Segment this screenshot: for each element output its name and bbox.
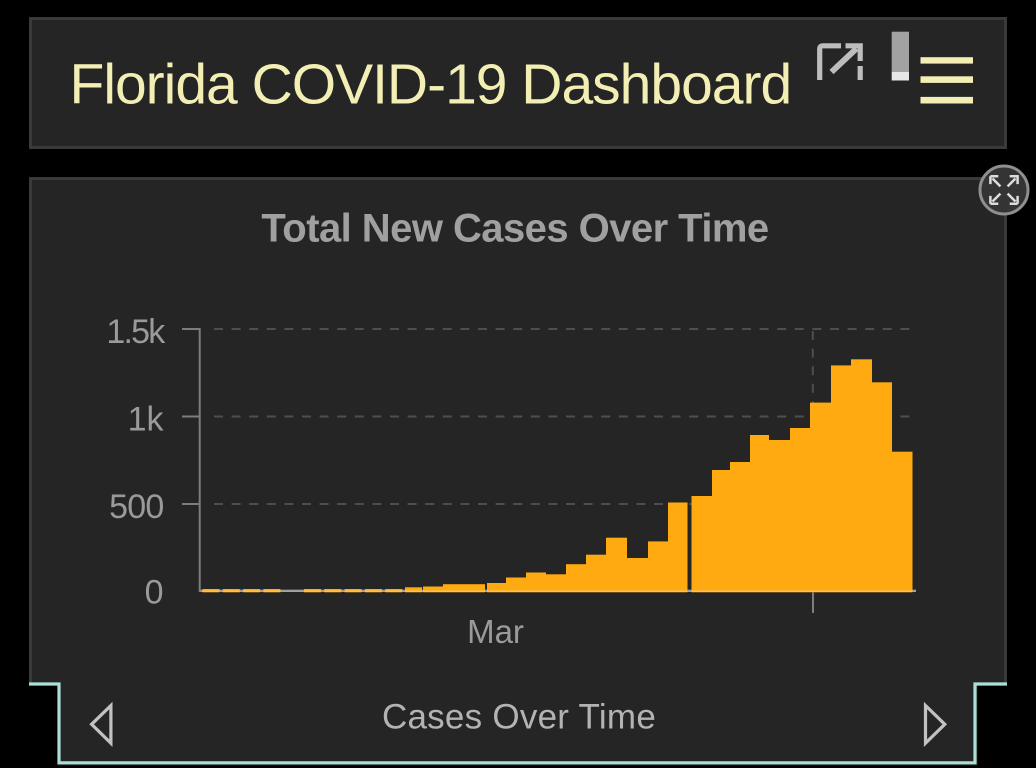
svg-text:Total New Cases Over Time: Total New Cases Over Time [261,207,768,251]
svg-text:Florida COVID-19 Dashboard: Florida COVID-19 Dashboard [70,52,792,116]
svg-text:Cases Over Time: Cases Over Time [382,698,656,737]
svg-text:0: 0 [145,574,164,612]
svg-text:Mar: Mar [467,613,524,650]
svg-text:1k: 1k [128,401,165,439]
svg-text:500: 500 [109,488,163,526]
svg-text:1.5k: 1.5k [106,313,166,351]
